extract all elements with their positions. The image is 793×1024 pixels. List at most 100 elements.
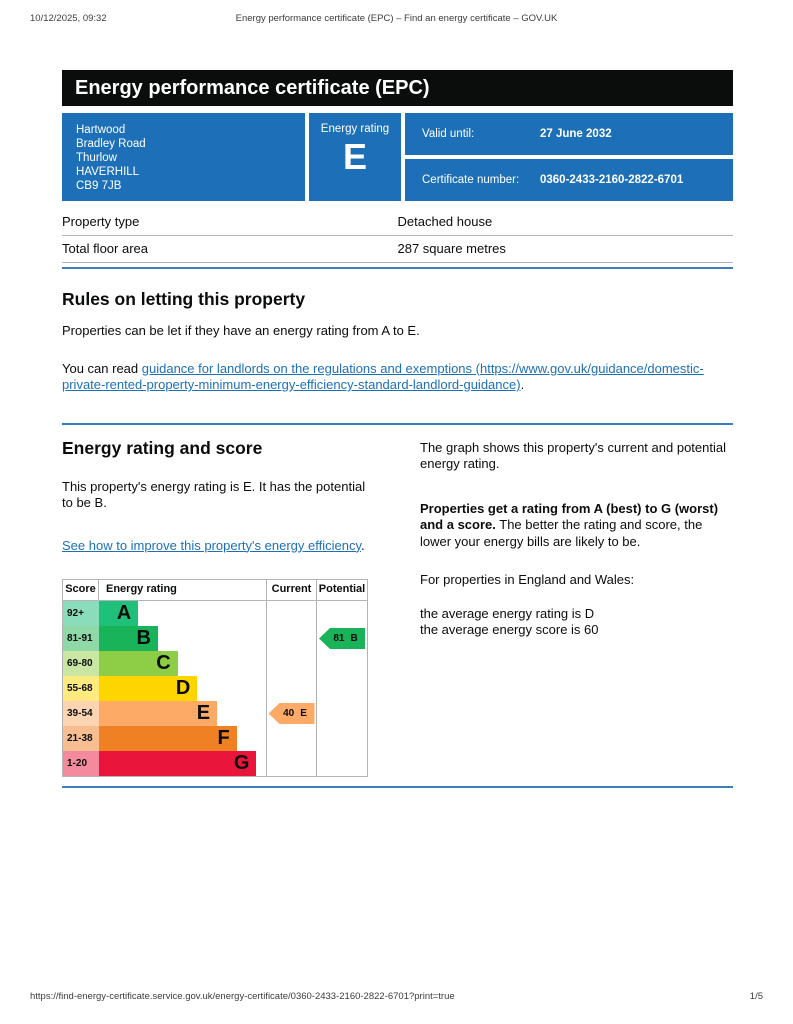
england-wales-text: For properties in England and Wales: (420, 572, 635, 587)
section-divider (62, 786, 733, 788)
current-cell (267, 726, 317, 751)
rating-heading: Energy rating and score (62, 437, 263, 458)
valid-until-label: Valid until: (422, 128, 475, 140)
certificate-meta-boxes: Valid until: 27 June 2032 Certificate nu… (405, 113, 733, 201)
current-score: 40 (283, 708, 295, 719)
band-bar-area: D (99, 676, 267, 701)
band-bar-area: B (99, 626, 267, 651)
band-bar-area: A (99, 601, 267, 626)
band-score-range: 69-80 (63, 651, 99, 676)
potential-score: 81 (333, 633, 345, 644)
band-score-range: 81-91 (63, 626, 99, 651)
energy-rating-box: Energy rating E (309, 113, 401, 201)
address-line-1: Hartwood (76, 124, 126, 136)
band-score-range: 1-20 (63, 751, 99, 776)
epc-band-row-e: 39-54 E 40 E (63, 701, 367, 726)
table-row: Total floor area 287 square metres (62, 236, 733, 263)
epc-chart-header: Score Energy rating Current Potential (63, 580, 367, 601)
band-score-range: 21-38 (63, 726, 99, 751)
current-cell (267, 751, 317, 776)
current-rating-arrow: 40 E (268, 703, 315, 724)
band-score-range: 92+ (63, 601, 99, 626)
ratings-explanation: Properties get a rating from A (best) to… (420, 501, 733, 551)
band-bar-a: A (99, 601, 139, 626)
print-page-number: 1/5 (749, 991, 763, 1002)
energy-rating-value: E (342, 136, 367, 177)
certificate-summary: Hartwood Bradley Road Thurlow HAVERHILL … (62, 113, 733, 201)
rating-summary-text: This property's energy rating is E. It h… (62, 478, 366, 511)
band-letter: C (156, 652, 171, 674)
epc-chart-rows: 92+ A 81-91 B 81 B 69-80 C 55-68 D 39-54 E 40 E 21-38 F… (63, 601, 367, 776)
ratings-explanation-bold: Properties get a rating from A (best) to… (420, 500, 719, 533)
band-bar-area: E (99, 701, 267, 726)
certificate-number-value: 0360-2433-2160-2822-6701 (540, 174, 684, 186)
band-bar-area: C (99, 651, 267, 676)
certificate-number-label: Certificate number: (422, 174, 520, 186)
potential-cell (317, 701, 367, 726)
certificate-page: Energy performance certificate (EPC) Har… (62, 70, 733, 788)
band-bar-area: F (99, 726, 267, 751)
address-line-4: HAVERHILL (76, 166, 140, 178)
potential-cell: 81 B (317, 626, 367, 651)
improve-link-suffix: . (360, 537, 365, 553)
property-address-box: Hartwood Bradley Road Thurlow HAVERHILL … (62, 113, 305, 201)
property-type-value: Detached house (397, 214, 493, 229)
potential-cell (317, 726, 367, 751)
property-type-label: Property type (62, 214, 140, 229)
floor-area-label: Total floor area (62, 241, 148, 256)
band-bar-area: G (99, 751, 267, 776)
certificate-number-box: Certificate number: 0360-2433-2160-2822-… (405, 159, 733, 201)
print-page-title: Energy performance certificate (EPC) – F… (235, 13, 558, 24)
address-line-2: Bradley Road (76, 138, 146, 150)
browser-print-header: 10/12/2025, 09:32 Energy performance cer… (30, 13, 763, 27)
rules-guidance-paragraph: You can read guidance for landlords on t… (62, 361, 733, 394)
band-letter: D (175, 677, 191, 699)
floor-area-value: 287 square metres (397, 241, 506, 256)
certificate-banner-title: Energy performance certificate (EPC) (75, 76, 430, 99)
guidance-text-prefix: You can read (62, 360, 142, 376)
band-bar-c: C (99, 651, 178, 676)
current-cell (267, 676, 317, 701)
average-score-line: the average energy score is 60 (420, 622, 599, 637)
current-cell (267, 626, 317, 651)
current-cell: 40 E (267, 701, 317, 726)
potential-column-header: Potential (318, 583, 366, 595)
improve-paragraph: See how to improve this property's energ… (62, 538, 368, 555)
landlord-guidance-link[interactable]: guidance for landlords on the regulation… (62, 360, 704, 393)
band-letter: F (217, 727, 230, 749)
potential-cell (317, 751, 367, 776)
band-letter: A (116, 602, 132, 624)
rules-paragraph: Properties can be let if they have an en… (62, 323, 420, 338)
print-url: https://find-energy-certificate.service.… (30, 991, 455, 1002)
epc-band-row-b: 81-91 B 81 B (63, 626, 367, 651)
epc-rating-chart: Score Energy rating Current Potential 92… (62, 579, 368, 777)
guidance-text-suffix: . (520, 377, 525, 392)
current-column-header: Current (267, 580, 317, 600)
address-line-5: CB9 7JB (76, 180, 122, 192)
energy-rating-label: Energy rating (320, 123, 390, 135)
energy-rating-section: Energy rating and score This property's … (62, 437, 733, 777)
band-bar-e: E (99, 701, 218, 726)
potential-cell (317, 676, 367, 701)
section-divider (62, 267, 733, 269)
section-divider (62, 422, 733, 425)
band-letter: E (196, 702, 211, 724)
table-row: Property type Detached house (62, 209, 733, 236)
score-column-header: Score (63, 580, 99, 600)
band-bar-b: B (99, 626, 158, 651)
improve-efficiency-link[interactable]: See how to improve this property's energ… (62, 537, 361, 553)
band-score-range: 39-54 (63, 701, 99, 726)
epc-band-row-d: 55-68 D (63, 676, 367, 701)
property-details-table: Property type Detached house Total floor… (62, 209, 733, 263)
potential-cell (317, 651, 367, 676)
band-bar-g: G (99, 751, 257, 776)
epc-band-row-f: 21-38 F (63, 726, 367, 751)
band-letter: B (136, 627, 151, 649)
current-cell (267, 651, 317, 676)
band-letter: G (233, 752, 250, 774)
rules-heading: Rules on letting this property (62, 289, 306, 309)
band-bar-d: D (99, 676, 198, 701)
epc-band-row-c: 69-80 C (63, 651, 367, 676)
epc-band-row-a: 92+ A (63, 601, 367, 626)
rating-left-column: Energy rating and score This property's … (62, 437, 368, 777)
